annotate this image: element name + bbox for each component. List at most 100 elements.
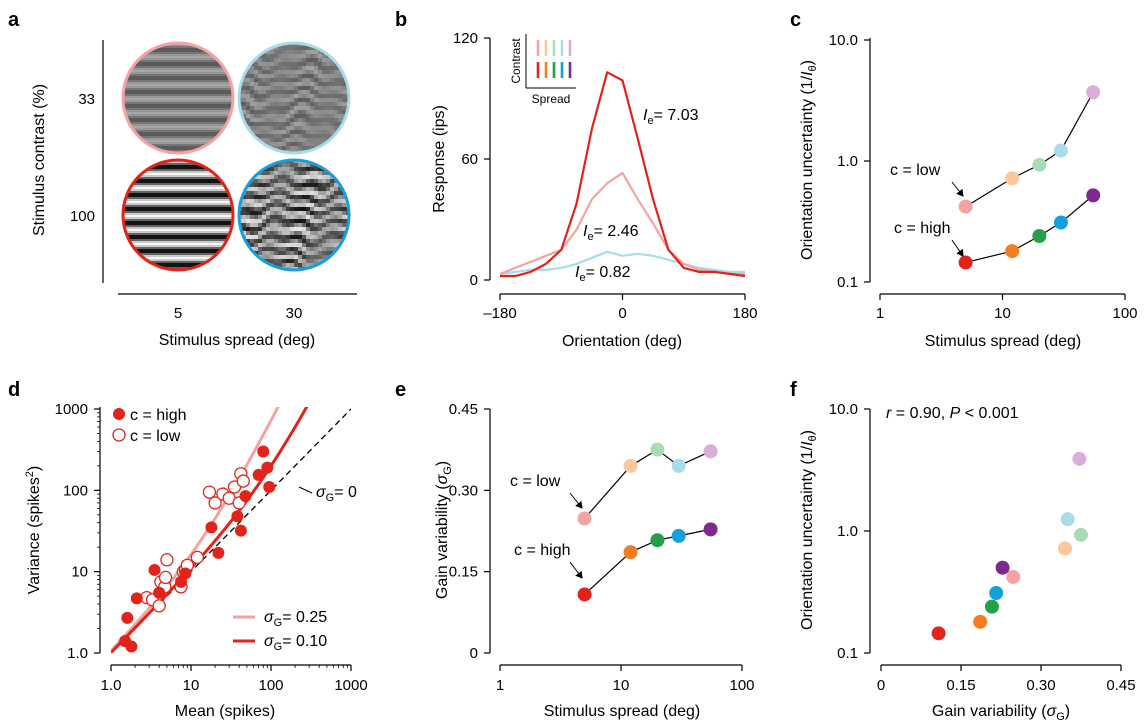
grating-cell bbox=[322, 227, 327, 232]
grating-cell bbox=[318, 90, 323, 95]
data-point-high bbox=[130, 592, 143, 605]
grating-cell bbox=[274, 223, 279, 228]
grating-cell bbox=[298, 187, 303, 192]
grating-cell bbox=[330, 199, 335, 204]
grating-cell bbox=[246, 118, 251, 123]
grating-stripe bbox=[123, 181, 233, 184]
grating-cell bbox=[318, 167, 323, 172]
grating-cell bbox=[314, 243, 319, 248]
grating-cell bbox=[346, 142, 349, 147]
grating-cell bbox=[306, 70, 311, 75]
grating-cell bbox=[242, 267, 247, 270]
panel-c: c 1 10 1000.11.010.0 Stimulus spread (deg)… bbox=[790, 9, 1138, 350]
data-point bbox=[973, 614, 988, 629]
grating-cell bbox=[239, 130, 243, 135]
grating-cell bbox=[298, 126, 303, 131]
grating-cell bbox=[338, 46, 343, 51]
grating-cell bbox=[306, 94, 311, 99]
grating-stripe bbox=[123, 229, 233, 232]
grating-cell bbox=[286, 74, 291, 79]
grating-cell bbox=[302, 126, 307, 131]
grating-stripe bbox=[123, 132, 233, 135]
grating-cell bbox=[294, 142, 299, 147]
grating-cell bbox=[254, 160, 259, 164]
grating-cell bbox=[290, 203, 295, 208]
grating-cell bbox=[342, 215, 347, 220]
grating-cell bbox=[239, 62, 243, 67]
grating-stripe bbox=[123, 54, 233, 57]
grating-cell bbox=[326, 102, 331, 107]
grating-cell bbox=[254, 70, 259, 75]
grating-cell bbox=[242, 62, 247, 67]
grating-cell bbox=[294, 102, 299, 107]
grating-cell bbox=[334, 146, 339, 151]
grating-cell bbox=[254, 191, 259, 196]
grating-stripe bbox=[123, 106, 233, 109]
grating-cell bbox=[334, 267, 339, 270]
grating-cell bbox=[290, 134, 295, 139]
grating-cell bbox=[239, 243, 243, 248]
grating-cell bbox=[290, 138, 295, 143]
sigma-0-pointer bbox=[298, 486, 313, 494]
grating-cell bbox=[266, 215, 271, 220]
grating-cell bbox=[318, 114, 323, 119]
grating-cell bbox=[346, 62, 349, 67]
grating-cell bbox=[250, 98, 255, 103]
grating-cell bbox=[290, 43, 295, 47]
grating-cell bbox=[262, 215, 267, 220]
grating-cell bbox=[314, 134, 319, 139]
grating-cell bbox=[298, 207, 303, 212]
grating-cell bbox=[302, 94, 307, 99]
grating-cell bbox=[250, 171, 255, 176]
grating-cell bbox=[286, 195, 291, 200]
grating-cell bbox=[282, 207, 287, 212]
panel-d-label: d bbox=[8, 379, 20, 401]
grating-cell bbox=[302, 98, 307, 103]
grating-cell bbox=[310, 219, 315, 224]
grating-cell bbox=[334, 203, 339, 208]
grating-cell bbox=[302, 167, 307, 172]
grating-cell bbox=[330, 215, 335, 220]
grating-cell bbox=[286, 219, 291, 224]
panel-e-y-label: Gain variability (σG) bbox=[434, 461, 454, 599]
grating-cell bbox=[334, 94, 339, 99]
panel-a-label: a bbox=[8, 9, 20, 31]
data-point bbox=[1032, 157, 1047, 172]
label-sigma-0: σG= 0 bbox=[316, 484, 357, 504]
grating-cell bbox=[302, 255, 307, 260]
grating-cell bbox=[310, 183, 315, 188]
grating-cell bbox=[302, 203, 307, 208]
grating-cell bbox=[306, 142, 311, 147]
data-point-high bbox=[234, 524, 247, 537]
grating-cell bbox=[330, 146, 335, 151]
grating-cell bbox=[266, 114, 271, 119]
grating-cell bbox=[294, 187, 299, 192]
panel-f-y-label: Orientation uncertainty (1/Iθ) bbox=[799, 430, 819, 630]
grating-cell bbox=[246, 98, 251, 103]
y-tick-label: 10.0 bbox=[829, 401, 858, 418]
grating-cell bbox=[318, 207, 323, 212]
grating-cell bbox=[342, 267, 347, 270]
grating-cell bbox=[306, 86, 311, 91]
grating-cell bbox=[318, 199, 323, 204]
grating-cell bbox=[239, 126, 243, 131]
grating-cell bbox=[258, 183, 263, 188]
grating-cell bbox=[278, 243, 283, 248]
grating-cell bbox=[310, 50, 315, 55]
grating-cell bbox=[286, 227, 291, 232]
grating-cell bbox=[278, 54, 283, 59]
grating-stripe bbox=[123, 46, 233, 49]
grating-cell bbox=[274, 70, 279, 75]
grating-cell bbox=[239, 179, 243, 184]
grating-cell bbox=[314, 199, 319, 204]
grating-cell bbox=[318, 134, 323, 139]
grating-cell bbox=[298, 54, 303, 59]
grating-cell bbox=[306, 146, 311, 151]
arrow-e-low bbox=[569, 492, 583, 509]
grating-cell bbox=[278, 146, 283, 151]
grating-cell bbox=[258, 191, 263, 196]
panel-f-x-label: Gain variability (σG) bbox=[932, 703, 1070, 720]
grating-cell bbox=[306, 243, 311, 248]
grating-cell bbox=[278, 211, 283, 216]
grating-stripe bbox=[123, 167, 233, 170]
